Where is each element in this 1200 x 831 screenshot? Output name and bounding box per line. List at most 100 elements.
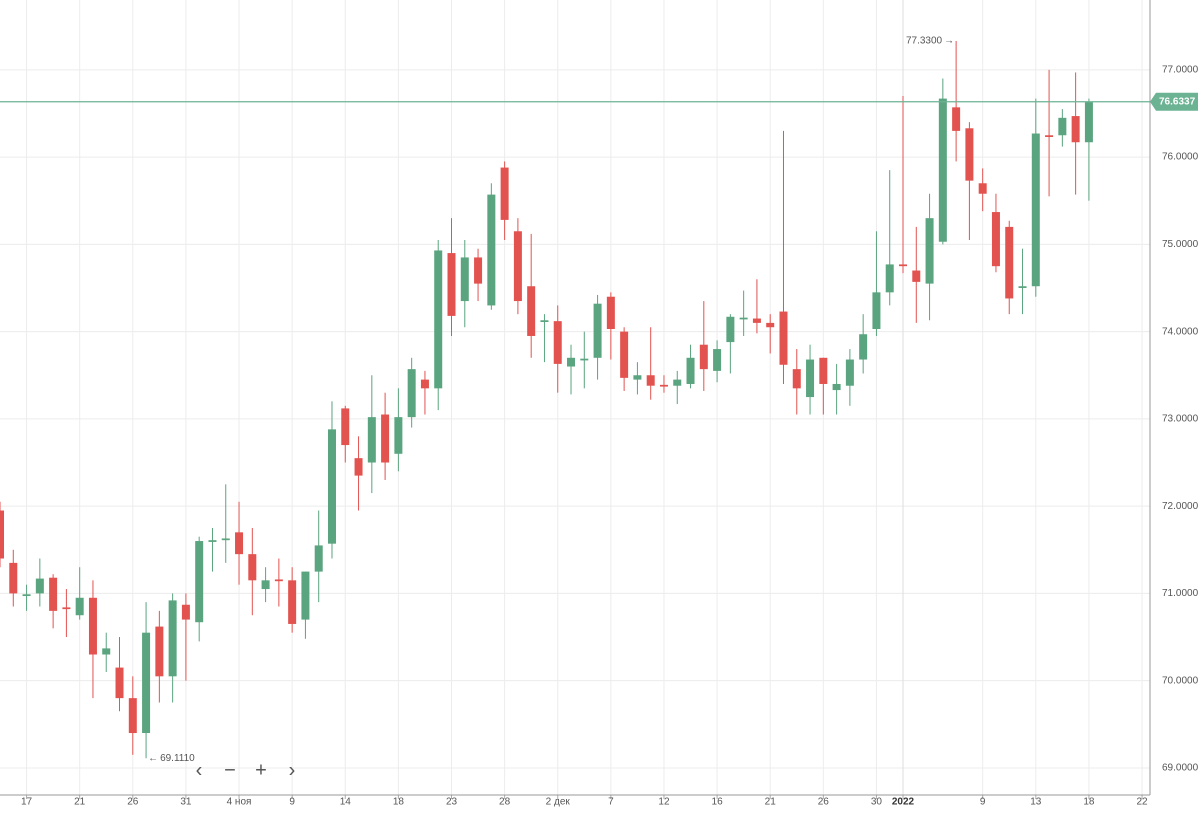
candle-body [752, 318, 761, 323]
scroll-left-button[interactable]: ‹ [196, 759, 203, 781]
candle-body [447, 253, 456, 316]
candle-body [527, 286, 536, 336]
x-tick-label: 30 [871, 797, 883, 808]
candle-body [938, 98, 947, 242]
candle-body [487, 194, 496, 306]
candle-body [806, 359, 815, 398]
x-tick-label: 9 [289, 797, 295, 808]
candle-body [235, 532, 244, 555]
candle-body [965, 128, 974, 181]
candle-body [872, 292, 881, 329]
candle-body [327, 429, 336, 544]
candle-body [845, 359, 854, 386]
x-tick-label: 13 [1030, 797, 1042, 808]
candle-body [899, 264, 908, 267]
candle-body [699, 344, 708, 370]
candle-body [195, 541, 204, 623]
candle-body [288, 580, 297, 624]
candle-body [168, 600, 177, 677]
candle-body [301, 571, 310, 620]
candle-body [354, 458, 363, 476]
candle-body [540, 320, 549, 323]
last-price-badge [1150, 92, 1198, 111]
candle-body [500, 167, 509, 220]
x-tick-label: 17 [21, 797, 33, 808]
candle-body [221, 538, 230, 541]
candle-body [620, 331, 629, 378]
x-tick-label: 22 [1136, 797, 1148, 808]
candle-body [646, 375, 655, 386]
y-tick-label: 77.0000 [1162, 64, 1199, 75]
candle-body [314, 545, 323, 572]
candle-body [128, 698, 137, 734]
candle-body [381, 414, 390, 463]
candle-body [181, 604, 190, 620]
candle-body [819, 357, 828, 384]
x-tick-label: 21 [74, 797, 86, 808]
navigation: ‹ − + › [196, 759, 296, 781]
candle-body [142, 632, 151, 734]
x-tick-label: 2022 [892, 797, 915, 808]
candle-body [434, 250, 443, 389]
candle-body [341, 408, 350, 446]
zoom-out-button[interactable]: − [224, 759, 236, 781]
x-tick-label: 14 [340, 797, 352, 808]
candle-body [88, 597, 97, 655]
candle-body [62, 607, 71, 610]
candle-body [673, 379, 682, 386]
x-tick-label: 4 ноя [227, 797, 252, 808]
candle-body [912, 270, 921, 282]
candle-body [925, 218, 934, 284]
candle-body [49, 577, 58, 611]
candle-body [394, 417, 403, 454]
candle-body [832, 383, 841, 391]
candle-body [553, 321, 562, 364]
candle-body [22, 594, 31, 597]
candle-body [248, 554, 257, 581]
candle-body [978, 183, 987, 194]
candle-body [991, 212, 1000, 267]
candle-body [35, 578, 44, 594]
y-tick-label: 72.0000 [1162, 501, 1199, 512]
candle-body [859, 334, 868, 360]
x-tick-label: 26 [127, 797, 139, 808]
candle-body [567, 357, 576, 367]
x-tick-label: 28 [499, 797, 511, 808]
candle-body [739, 317, 748, 320]
candle-body [208, 540, 217, 542]
scroll-right-button[interactable]: › [289, 759, 296, 781]
zoom-in-button[interactable]: + [255, 759, 267, 781]
candle-body [1018, 286, 1027, 288]
candle-body [115, 667, 124, 699]
candle-body [713, 349, 722, 371]
candle-body [686, 357, 695, 384]
candle-body [513, 231, 522, 302]
candle-body [593, 303, 602, 358]
min-annotation: 69.1110 [160, 753, 195, 764]
candle-body [885, 264, 894, 293]
candle-body [606, 296, 615, 329]
candle-body [9, 562, 18, 594]
y-tick-label: 75.0000 [1162, 239, 1199, 250]
annotation-arrow: → [944, 36, 954, 47]
candle-body [1084, 102, 1093, 143]
candle-body [1045, 135, 1054, 138]
candle-body [726, 316, 735, 343]
candle-body [0, 510, 4, 559]
candle-body [779, 311, 788, 365]
candle-body [460, 257, 469, 302]
candle-body [659, 384, 668, 387]
x-tick-label: 18 [1083, 797, 1095, 808]
x-tick-label: 21 [765, 797, 777, 808]
candle-body [420, 379, 429, 389]
x-tick-label: 16 [712, 797, 724, 808]
candle-body [75, 597, 84, 616]
x-tick-label: 7 [608, 797, 614, 808]
y-tick-label: 74.0000 [1162, 326, 1199, 337]
candle-body [407, 369, 416, 418]
candle-body [766, 322, 775, 328]
candle-body [633, 375, 642, 380]
candle-body [1031, 133, 1040, 287]
x-tick-label: 26 [818, 797, 830, 808]
